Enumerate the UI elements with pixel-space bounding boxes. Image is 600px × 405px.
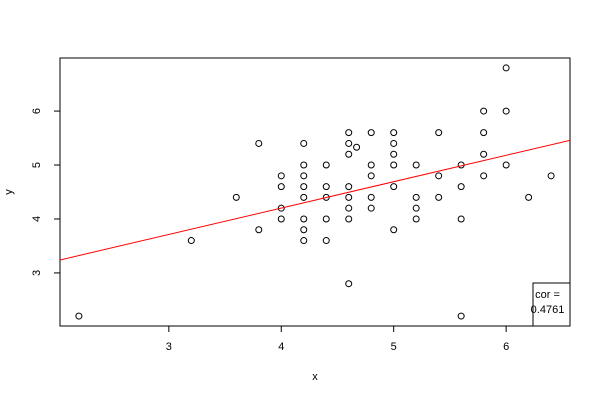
y-tick-label: 3	[31, 270, 43, 276]
point	[480, 107, 488, 115]
point	[457, 215, 465, 223]
point	[277, 204, 285, 212]
point	[232, 193, 240, 201]
y-axis-label: y	[3, 189, 15, 195]
point	[480, 150, 488, 158]
y-tick-label: 6	[31, 108, 43, 114]
point	[300, 139, 308, 147]
point	[300, 237, 308, 245]
point	[300, 183, 308, 191]
regression-line	[60, 139, 570, 261]
legend-text: 0.4761	[531, 304, 565, 316]
y-tick-label: 4	[31, 216, 43, 222]
point	[412, 204, 420, 212]
x-tick-label: 5	[391, 341, 397, 353]
plot-box	[59, 57, 571, 327]
point	[435, 129, 443, 137]
point	[300, 226, 308, 234]
point	[345, 129, 353, 137]
point	[390, 150, 398, 158]
point	[187, 237, 195, 245]
point	[367, 204, 375, 212]
x-axis-label: x	[312, 371, 318, 383]
point	[345, 139, 353, 147]
point	[480, 172, 488, 180]
x-tick-label: 3	[166, 341, 172, 353]
x-tick-label: 6	[503, 341, 509, 353]
point	[353, 143, 361, 151]
point	[457, 183, 465, 191]
point	[457, 312, 465, 320]
point	[525, 193, 533, 201]
point	[300, 172, 308, 180]
point	[345, 193, 353, 201]
point	[390, 226, 398, 234]
x-tick-label: 4	[278, 341, 284, 353]
point	[75, 312, 83, 320]
point	[435, 193, 443, 201]
legend-box	[532, 282, 571, 327]
point	[502, 64, 510, 72]
point	[367, 129, 375, 137]
point	[435, 172, 443, 180]
point	[277, 172, 285, 180]
point	[277, 183, 285, 191]
point	[322, 161, 330, 169]
point	[322, 183, 330, 191]
point	[367, 172, 375, 180]
point	[390, 129, 398, 137]
point	[345, 150, 353, 158]
point	[412, 215, 420, 223]
point	[277, 215, 285, 223]
point	[547, 172, 555, 180]
point	[345, 183, 353, 191]
point	[390, 139, 398, 147]
point	[255, 139, 263, 147]
point	[502, 107, 510, 115]
point	[345, 204, 353, 212]
point	[322, 237, 330, 245]
point	[322, 193, 330, 201]
point	[345, 280, 353, 288]
legend-text: cor =	[535, 289, 560, 301]
point	[367, 193, 375, 201]
point	[255, 226, 263, 234]
point	[480, 129, 488, 137]
point	[502, 161, 510, 169]
point	[300, 193, 308, 201]
point	[300, 161, 308, 169]
point	[412, 193, 420, 201]
point	[367, 161, 375, 169]
point	[390, 183, 398, 191]
point	[412, 161, 420, 169]
point	[322, 215, 330, 223]
point	[345, 215, 353, 223]
point	[390, 161, 398, 169]
y-tick-label: 5	[31, 162, 43, 168]
point	[300, 215, 308, 223]
